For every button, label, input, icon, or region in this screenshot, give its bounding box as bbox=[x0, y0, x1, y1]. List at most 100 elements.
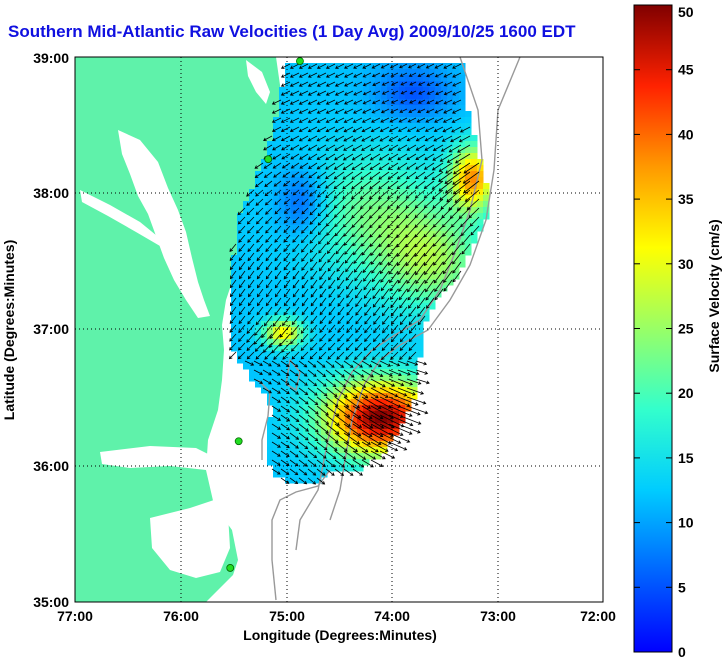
velocity-cell bbox=[255, 273, 262, 280]
velocity-cell bbox=[375, 303, 382, 310]
velocity-cell bbox=[345, 111, 352, 118]
velocity-cell bbox=[381, 315, 388, 322]
velocity-arrow bbox=[283, 189, 291, 196]
velocity-arrow bbox=[408, 351, 417, 360]
velocity-cell bbox=[393, 369, 400, 376]
velocity-arrow bbox=[325, 414, 340, 426]
velocity-cell bbox=[339, 339, 346, 346]
velocity-cell bbox=[267, 177, 274, 184]
velocity-arrow bbox=[415, 378, 430, 385]
velocity-cell bbox=[267, 327, 274, 334]
velocity-cell bbox=[345, 417, 352, 424]
velocity-arrow bbox=[265, 288, 273, 298]
velocity-cell bbox=[267, 147, 274, 154]
velocity-cell bbox=[381, 153, 388, 160]
velocity-cell bbox=[291, 303, 298, 310]
velocity-cell bbox=[441, 255, 448, 262]
velocity-cell bbox=[327, 273, 334, 280]
velocity-cell bbox=[297, 135, 304, 142]
velocity-arrow bbox=[355, 333, 363, 342]
velocity-cell bbox=[297, 291, 304, 298]
velocity-cell bbox=[363, 159, 370, 166]
velocity-arrow bbox=[238, 315, 246, 325]
velocity-arrow bbox=[361, 423, 384, 437]
velocity-cell bbox=[381, 273, 388, 280]
velocity-cell bbox=[369, 87, 376, 94]
velocity-arrow bbox=[282, 315, 291, 327]
velocity-cell bbox=[465, 123, 472, 130]
velocity-cell bbox=[429, 81, 436, 88]
velocity-cell bbox=[279, 189, 286, 196]
velocity-cell bbox=[411, 159, 418, 166]
velocity-cell bbox=[375, 357, 382, 364]
velocity-cell bbox=[315, 69, 322, 76]
velocity-cell bbox=[375, 255, 382, 262]
velocity-cell bbox=[291, 291, 298, 298]
velocity-cell bbox=[327, 261, 334, 268]
velocity-arrow bbox=[408, 108, 417, 113]
velocity-arrow bbox=[438, 171, 453, 182]
velocity-cell bbox=[357, 195, 364, 202]
velocity-cell bbox=[255, 303, 262, 310]
velocity-cell bbox=[363, 399, 370, 406]
velocity-cell bbox=[351, 351, 358, 358]
velocity-cell bbox=[363, 165, 370, 172]
velocity-cell bbox=[297, 87, 304, 94]
velocity-cell bbox=[285, 165, 292, 172]
velocity-cell bbox=[429, 285, 436, 292]
velocity-cell bbox=[363, 207, 370, 214]
velocity-cell bbox=[405, 273, 412, 280]
velocity-arrow bbox=[337, 315, 345, 325]
velocity-cell bbox=[417, 303, 424, 310]
velocity-cell bbox=[393, 357, 400, 364]
velocity-cell bbox=[387, 105, 394, 112]
velocity-cell bbox=[333, 267, 340, 274]
velocity-cell bbox=[321, 357, 328, 364]
velocity-cell bbox=[351, 429, 358, 436]
velocity-cell bbox=[351, 315, 358, 322]
velocity-cell bbox=[243, 357, 250, 364]
velocity-arrow bbox=[325, 369, 336, 378]
velocity-cell bbox=[345, 399, 352, 406]
velocity-cell bbox=[369, 453, 376, 460]
velocity-cell bbox=[345, 291, 352, 298]
velocity-cell bbox=[291, 285, 298, 292]
velocity-arrow bbox=[301, 216, 309, 224]
velocity-cell bbox=[297, 447, 304, 454]
velocity-arrow bbox=[307, 135, 318, 142]
velocity-cell bbox=[291, 393, 298, 400]
velocity-cell bbox=[261, 369, 268, 376]
velocity-cell bbox=[351, 63, 358, 70]
velocity-cell bbox=[399, 351, 406, 358]
velocity-cell bbox=[369, 201, 376, 208]
velocity-arrow bbox=[371, 63, 381, 69]
velocity-cell bbox=[453, 189, 460, 196]
velocity-cell bbox=[459, 183, 466, 190]
velocity-cell bbox=[267, 441, 274, 448]
velocity-cell bbox=[423, 285, 430, 292]
velocity-arrow bbox=[452, 108, 462, 114]
velocity-cell bbox=[279, 261, 286, 268]
velocity-cell bbox=[351, 399, 358, 406]
velocity-cell bbox=[267, 285, 274, 292]
velocity-cell bbox=[465, 135, 472, 142]
velocity-cell bbox=[273, 333, 280, 340]
velocity-cell bbox=[279, 105, 286, 112]
velocity-cell bbox=[273, 249, 280, 256]
velocity-cell bbox=[393, 129, 400, 136]
velocity-arrow bbox=[280, 360, 290, 367]
velocity-cell bbox=[261, 315, 268, 322]
velocity-cell bbox=[303, 237, 310, 244]
velocity-cell bbox=[471, 207, 478, 214]
velocity-cell bbox=[327, 171, 334, 178]
velocity-cell bbox=[453, 273, 460, 280]
velocity-cell bbox=[399, 357, 406, 364]
y-tick-label: 38:00 bbox=[33, 185, 69, 201]
velocity-cell bbox=[441, 267, 448, 274]
velocity-cell bbox=[327, 225, 334, 232]
velocity-cell bbox=[291, 69, 298, 76]
velocity-cell bbox=[423, 141, 430, 148]
velocity-cell bbox=[339, 219, 346, 226]
velocity-arrow bbox=[301, 270, 309, 280]
velocity-arrow bbox=[343, 144, 354, 151]
